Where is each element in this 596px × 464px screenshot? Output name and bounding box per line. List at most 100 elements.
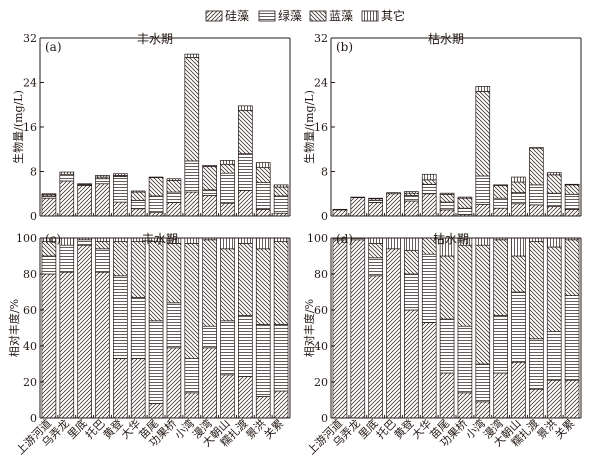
bar-a-11-series-4	[238, 105, 253, 111]
bar-a-6-series-3	[148, 177, 164, 197]
bar-d-10-series-3	[511, 255, 526, 293]
bar-d-12-series-2	[546, 331, 562, 381]
bar-a-8-series-1	[184, 191, 200, 217]
bar-d-8-series-2	[475, 363, 491, 403]
bar-b-7-series-4	[457, 196, 473, 199]
bar-a-6-series-4	[148, 176, 164, 178]
bar-c-13-series-2	[273, 324, 289, 392]
bar-a-4-series-1	[113, 201, 128, 217]
bar-b-6-series-1	[439, 209, 455, 217]
bar-d-4-series-3	[404, 250, 419, 275]
bar-b-10-series-4	[511, 176, 526, 183]
y-tick-label-d-1: 20	[314, 376, 328, 389]
y-tick-label-a-4: 32	[23, 32, 37, 45]
bar-a-0-series-4	[41, 193, 57, 195]
bar-c-12-series-4	[255, 237, 271, 250]
bar-b-8-series-3	[475, 91, 491, 177]
bar-a-1-series-2	[59, 173, 75, 182]
bar-a-10-series-2	[220, 172, 235, 204]
bar-a-6-series-2	[148, 195, 164, 214]
bar-b-0-series-1	[332, 209, 348, 217]
bar-d-6-series-3	[439, 255, 455, 320]
bar-d-8-series-4	[475, 237, 491, 246]
panel-title-d: 枯水期	[433, 231, 469, 246]
bar-c-9-series-1	[202, 347, 217, 419]
y-tick-label-c-3: 60	[23, 304, 37, 317]
bar-b-5-series-3	[421, 179, 437, 185]
bar-c-10-series-4	[220, 237, 235, 250]
bar-c-3-series-3	[95, 241, 110, 250]
bar-b-3-series-1	[386, 193, 401, 217]
bar-b-13-series-2	[564, 193, 580, 210]
bar-a-4-series-4	[113, 173, 128, 176]
bar-d-2-series-2	[368, 257, 383, 277]
bar-a-6-series-1	[148, 212, 164, 217]
bar-d-13-series-2	[564, 295, 580, 381]
bar-d-4-series-1	[404, 309, 419, 419]
bar-b-7-series-2	[457, 207, 473, 215]
chart-legend: 硅藻 绿藻 蓝藻 其它	[205, 8, 405, 23]
bar-c-10-series-3	[220, 248, 235, 322]
bar-a-5-series-4	[130, 190, 146, 193]
bar-a-10-series-1	[220, 202, 235, 217]
bar-a-7-series-4	[166, 178, 182, 181]
bar-b-9-series-3	[493, 185, 508, 199]
bar-a-12-series-4	[255, 162, 271, 168]
bar-c-7-series-2	[166, 302, 182, 349]
bar-d-2-series-1	[368, 275, 383, 419]
bar-c-4-series-3	[113, 241, 128, 277]
bar-b-11-series-1	[529, 204, 544, 217]
bar-a-3-series-1	[95, 183, 110, 217]
bar-d-2-series-3	[368, 243, 383, 259]
bar-c-8-series-2	[184, 358, 200, 394]
bar-c-2-series-2	[77, 239, 92, 246]
bar-c-13-series-4	[273, 237, 289, 242]
bar-b-7-series-3	[457, 197, 473, 209]
y-tick-label-b-1: 8	[321, 166, 328, 179]
bar-c-3-series-4	[95, 237, 110, 242]
bar-d-12-series-1	[546, 379, 562, 419]
x-tick-label-c-13: 关累	[261, 416, 286, 441]
bar-a-1-series-1	[59, 180, 75, 217]
y-tick-label-b-3: 24	[314, 77, 328, 90]
bar-d-4-series-4	[404, 237, 419, 251]
bar-c-8-series-3	[184, 243, 200, 359]
bar-b-9-series-4	[493, 184, 508, 186]
bar-c-11-series-2	[238, 315, 253, 377]
bar-b-12-series-4	[546, 172, 562, 176]
bar-a-8-series-3	[184, 57, 200, 162]
bar-d-11-series-2	[529, 338, 544, 390]
bar-b-9-series-2	[493, 197, 508, 209]
bar-b-5-series-4	[421, 173, 437, 181]
legend-swatch-3	[309, 10, 327, 22]
bar-d-11-series-1	[529, 388, 544, 419]
bar-b-4-series-1	[404, 200, 419, 217]
bar-b-2-series-4	[368, 197, 383, 200]
bar-a-8-series-4	[184, 53, 200, 58]
bar-a-10-series-3	[220, 163, 235, 174]
bar-d-7-series-2	[457, 325, 473, 394]
bar-b-8-series-2	[475, 175, 491, 205]
y-tick-label-b-2: 16	[314, 121, 328, 134]
bar-c-10-series-2	[220, 320, 235, 376]
bar-a-7-series-2	[166, 191, 182, 204]
bar-b-1-series-1	[350, 197, 366, 217]
bar-c-5-series-2	[130, 297, 146, 359]
bar-a-9-series-4	[202, 165, 217, 167]
bar-c-4-series-2	[113, 275, 128, 359]
panel-title-c: 丰水期	[142, 232, 178, 246]
y-tick-label-d-2: 40	[314, 340, 328, 353]
legend-swatch-1	[205, 10, 223, 22]
panel-title-a: 丰水期	[137, 32, 173, 46]
bar-d-9-series-1	[493, 372, 508, 419]
y-tick-label-b-4: 32	[314, 32, 328, 45]
bars-b	[332, 86, 580, 217]
bar-b-5-series-1	[421, 193, 437, 217]
bar-c-13-series-1	[273, 390, 289, 419]
bar-d-9-series-3	[493, 239, 508, 316]
y-tick-label-a-2: 16	[23, 121, 37, 134]
bar-b-3-series-4	[386, 192, 401, 195]
bar-c-3-series-2	[95, 248, 110, 273]
bar-a-10-series-4	[220, 160, 235, 165]
